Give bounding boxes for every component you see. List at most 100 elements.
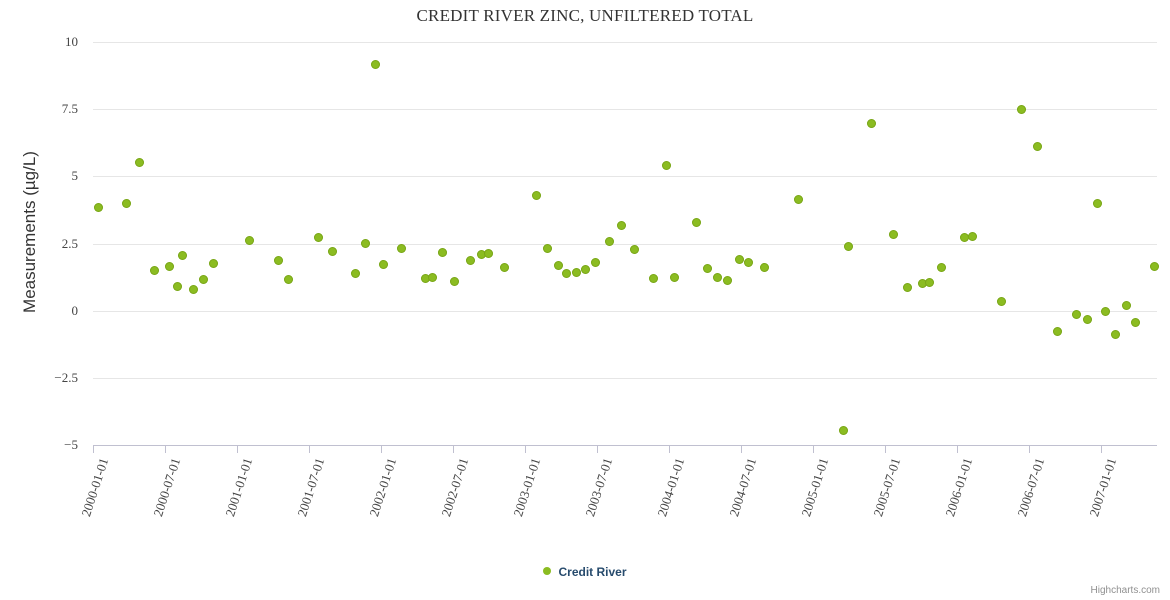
x-axis-tick	[380, 446, 382, 453]
legend-item-label: Credit River	[558, 564, 627, 579]
gridline	[93, 310, 1157, 312]
data-point[interactable]	[531, 190, 541, 200]
data-point[interactable]	[313, 233, 323, 243]
data-point[interactable]	[543, 243, 553, 253]
data-point[interactable]	[134, 158, 144, 168]
data-point[interactable]	[648, 273, 658, 283]
data-point[interactable]	[328, 247, 338, 257]
data-point[interactable]	[917, 279, 927, 289]
gridline	[93, 377, 1157, 379]
credits-label[interactable]: Highcharts.com	[1090, 585, 1160, 596]
data-point[interactable]	[1017, 105, 1027, 115]
data-point[interactable]	[723, 276, 733, 286]
data-point[interactable]	[1130, 318, 1140, 328]
data-point[interactable]	[743, 258, 753, 268]
data-point[interactable]	[150, 265, 160, 275]
legend-item-credit-river[interactable]: Credit River	[543, 564, 627, 579]
data-point[interactable]	[572, 268, 582, 278]
data-point[interactable]	[661, 161, 671, 171]
data-point[interactable]	[198, 275, 208, 285]
data-point[interactable]	[371, 59, 381, 69]
data-point[interactable]	[350, 269, 360, 279]
data-point[interactable]	[562, 269, 572, 279]
x-axis-tick	[93, 446, 94, 453]
data-point[interactable]	[838, 425, 848, 435]
data-point[interactable]	[484, 249, 494, 259]
data-point[interactable]	[93, 202, 103, 212]
data-point[interactable]	[1100, 306, 1110, 316]
data-point[interactable]	[925, 277, 934, 287]
gridline	[93, 42, 1157, 43]
data-point[interactable]	[903, 283, 913, 293]
data-point[interactable]	[997, 296, 1006, 306]
x-axis-tick-label: 2001-07-01	[294, 456, 328, 519]
data-point[interactable]	[844, 242, 854, 252]
x-axis-tick-label: 2005-01-01	[798, 456, 832, 519]
x-axis-tick	[164, 446, 166, 453]
data-point[interactable]	[734, 254, 744, 264]
data-point[interactable]	[1122, 301, 1132, 311]
y-axis-tick-label: −2.5	[54, 369, 78, 385]
data-point[interactable]	[1083, 314, 1093, 324]
data-point[interactable]	[867, 118, 877, 128]
data-point[interactable]	[428, 273, 438, 283]
x-axis-tick	[308, 446, 310, 453]
data-point[interactable]	[616, 220, 626, 230]
data-point[interactable]	[449, 276, 459, 286]
x-axis-tick-label: 2007-01-01	[1086, 456, 1120, 519]
x-axis-tick-label: 2005-07-01	[870, 456, 904, 519]
data-point[interactable]	[274, 256, 284, 266]
data-point[interactable]	[421, 274, 431, 284]
y-axis-tick-label: 2.5	[61, 235, 78, 251]
data-point[interactable]	[189, 285, 199, 295]
legend-marker-icon	[543, 566, 552, 575]
data-point[interactable]	[580, 264, 590, 274]
data-point[interactable]	[691, 217, 701, 227]
y-axis-title: Measurements (µg/L)	[20, 151, 39, 313]
x-axis-tick	[668, 446, 670, 453]
data-point[interactable]	[968, 232, 978, 242]
data-point[interactable]	[164, 261, 174, 271]
plot-area	[93, 42, 1159, 445]
data-point[interactable]	[713, 272, 723, 282]
data-point[interactable]	[178, 251, 188, 261]
x-axis-tick	[236, 446, 238, 453]
data-point[interactable]	[1071, 310, 1081, 320]
x-axis-tick	[740, 446, 742, 453]
data-point[interactable]	[360, 239, 370, 248]
data-point[interactable]	[959, 233, 969, 243]
data-point[interactable]	[209, 259, 219, 269]
data-point[interactable]	[477, 249, 487, 259]
data-point[interactable]	[121, 198, 131, 208]
data-point[interactable]	[466, 256, 476, 266]
chart-legend: Credit River	[0, 563, 1170, 579]
x-axis-tick	[812, 446, 814, 453]
x-axis-tick-label: 2003-07-01	[582, 456, 616, 519]
data-point[interactable]	[590, 257, 600, 267]
data-point[interactable]	[760, 263, 770, 273]
data-point[interactable]	[1053, 327, 1063, 337]
data-point[interactable]	[1032, 141, 1042, 151]
data-point[interactable]	[1110, 329, 1120, 339]
x-axis-tick-label: 2003-01-01	[510, 456, 544, 519]
data-point[interactable]	[284, 275, 294, 285]
data-point[interactable]	[396, 243, 406, 253]
x-axis-tick	[884, 446, 886, 453]
data-point[interactable]	[173, 281, 183, 291]
data-point[interactable]	[793, 195, 803, 205]
data-point[interactable]	[553, 261, 563, 271]
data-point[interactable]	[936, 263, 946, 273]
data-point[interactable]	[629, 244, 639, 254]
y-axis-tick-label: 10	[65, 34, 78, 49]
data-point[interactable]	[1149, 261, 1159, 271]
data-point[interactable]	[889, 230, 899, 240]
data-point[interactable]	[378, 260, 388, 270]
data-point[interactable]	[702, 263, 712, 273]
data-point[interactable]	[438, 247, 448, 257]
data-point[interactable]	[500, 262, 510, 272]
data-point[interactable]	[605, 236, 615, 246]
data-point[interactable]	[1093, 198, 1103, 208]
data-point[interactable]	[245, 236, 255, 246]
y-axis-tick-label: −5	[64, 437, 78, 452]
data-point[interactable]	[670, 273, 680, 283]
